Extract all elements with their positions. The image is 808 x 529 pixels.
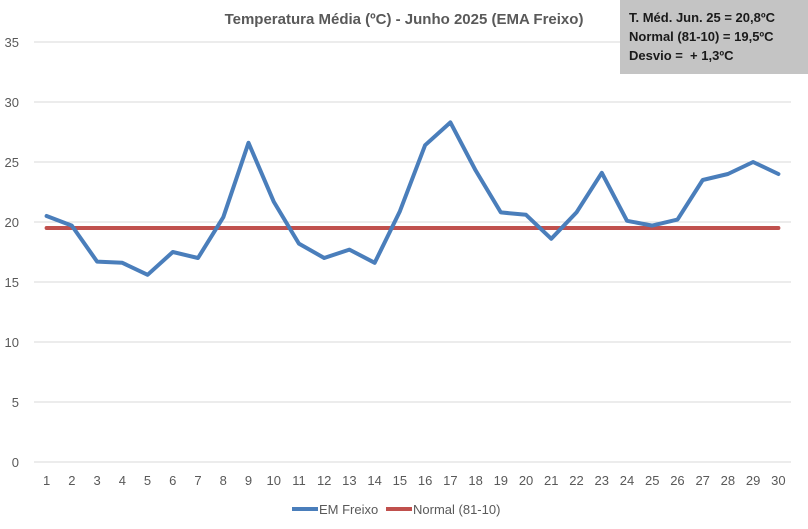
y-tick-label: 35 <box>5 35 19 50</box>
x-tick-label: 12 <box>317 473 331 488</box>
x-tick-label: 8 <box>220 473 227 488</box>
x-tick-label: 10 <box>266 473 280 488</box>
chart-title: Temperatura Média (ºC) - Junho 2025 (EMA… <box>224 11 584 28</box>
x-tick-label: 24 <box>620 473 634 488</box>
y-tick-label: 15 <box>5 275 19 290</box>
y-tick-label: 30 <box>5 95 19 110</box>
x-tick-label: 23 <box>595 473 609 488</box>
x-tick-label: 13 <box>342 473 356 488</box>
x-tick-label: 28 <box>721 473 735 488</box>
y-tick-label: 0 <box>12 455 19 470</box>
x-tick-label: 9 <box>245 473 252 488</box>
series-line-em-freixo <box>44 120 781 277</box>
stats-deviation-line: Desvio = + 1,3ºC <box>629 48 734 63</box>
x-tick-label: 18 <box>468 473 482 488</box>
x-tick-label: 21 <box>544 473 558 488</box>
x-tick-label: 26 <box>670 473 684 488</box>
x-tick-label: 5 <box>144 473 151 488</box>
stats-normal-line: Normal (81-10) = 19,5ºC <box>629 29 774 44</box>
stats-mean-line: T. Méd. Jun. 25 = 20,8ºC <box>629 10 775 25</box>
x-tick-label: 2 <box>68 473 75 488</box>
x-tick-label: 7 <box>194 473 201 488</box>
x-tick-label: 17 <box>443 473 457 488</box>
x-tick-label: 1 <box>43 473 50 488</box>
legend-label: Normal (81-10) <box>413 502 500 517</box>
y-tick-label: 25 <box>5 155 19 170</box>
x-tick-label: 30 <box>771 473 785 488</box>
x-tick-label: 29 <box>746 473 760 488</box>
x-tick-label: 4 <box>119 473 126 488</box>
y-tick-label: 5 <box>12 395 19 410</box>
x-tick-label: 20 <box>519 473 533 488</box>
x-tick-label: 19 <box>494 473 508 488</box>
y-tick-label: 20 <box>5 215 19 230</box>
x-tick-label: 25 <box>645 473 659 488</box>
x-tick-label: 14 <box>367 473 381 488</box>
x-tick-label: 27 <box>695 473 709 488</box>
x-tick-label: 3 <box>93 473 100 488</box>
y-tick-label: 10 <box>5 335 19 350</box>
x-tick-label: 16 <box>418 473 432 488</box>
x-tick-label: 15 <box>393 473 407 488</box>
x-tick-label: 6 <box>169 473 176 488</box>
legend-label: EM Freixo <box>319 502 378 517</box>
x-tick-label: 11 <box>292 473 306 488</box>
stats-annotation-box: T. Méd. Jun. 25 = 20,8ºC Normal (81-10) … <box>620 0 808 74</box>
x-tick-label: 22 <box>569 473 583 488</box>
